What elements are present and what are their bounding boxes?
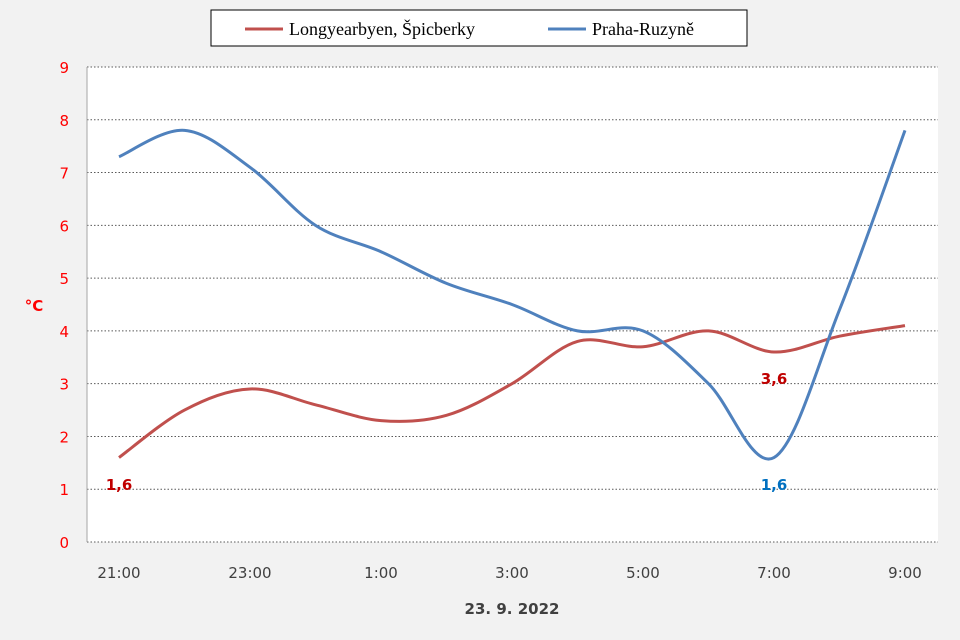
y-tick-label: 4 bbox=[59, 323, 69, 341]
legend: Longyearbyen, Špicberky Praha-Ruzyně bbox=[210, 9, 748, 47]
y-axis-label: °C bbox=[25, 297, 44, 315]
y-tick-label: 7 bbox=[59, 165, 69, 183]
series-line-1 bbox=[118, 128, 907, 461]
legend-box bbox=[210, 9, 748, 47]
y-tick-label: 1 bbox=[59, 481, 69, 499]
series-line-0 bbox=[118, 324, 906, 459]
x-tick-label: 1:00 bbox=[364, 564, 398, 582]
y-tick-label: 0 bbox=[59, 534, 69, 552]
x-tick-label: 9:00 bbox=[888, 564, 922, 582]
y-tick-label: 5 bbox=[59, 270, 69, 288]
x-tick-label: 3:00 bbox=[495, 564, 529, 582]
x-tick-label: 23:00 bbox=[228, 564, 271, 582]
data-label: 3,6 bbox=[761, 370, 788, 388]
y-tick-label: 6 bbox=[59, 217, 69, 235]
legend-label-praha: Praha-Ruzyně bbox=[592, 19, 694, 39]
data-label: 1,6 bbox=[106, 476, 133, 494]
x-tick-label: 21:00 bbox=[97, 564, 140, 582]
y-tick-label: 3 bbox=[59, 376, 69, 394]
y-tick-label: 8 bbox=[59, 112, 69, 130]
x-axis-label: 23. 9. 2022 bbox=[465, 600, 560, 618]
x-tick-label: 5:00 bbox=[626, 564, 660, 582]
y-tick-label: 9 bbox=[59, 59, 69, 77]
data-label: 1,6 bbox=[761, 476, 788, 494]
legend-label-longyearbyen: Longyearbyen, Špicberky bbox=[289, 18, 475, 39]
x-tick-label: 7:00 bbox=[757, 564, 791, 582]
y-tick-label: 2 bbox=[59, 428, 69, 446]
